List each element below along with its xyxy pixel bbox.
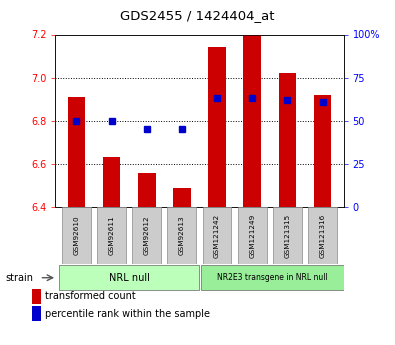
Text: GSM121242: GSM121242 (214, 213, 220, 258)
Text: NRL null: NRL null (109, 273, 150, 283)
FancyBboxPatch shape (97, 207, 126, 264)
Bar (243, 34, 261, 207)
Text: GSM92611: GSM92611 (109, 216, 115, 255)
Text: GSM121249: GSM121249 (249, 213, 255, 258)
FancyBboxPatch shape (238, 207, 267, 264)
Text: transformed count: transformed count (45, 292, 136, 301)
Bar (314, 95, 331, 207)
FancyBboxPatch shape (59, 265, 199, 290)
FancyBboxPatch shape (203, 207, 231, 264)
FancyBboxPatch shape (167, 207, 196, 264)
Bar (278, 73, 296, 207)
Text: GSM92612: GSM92612 (144, 216, 150, 255)
Bar (208, 48, 226, 207)
Text: percentile rank within the sample: percentile rank within the sample (45, 309, 211, 318)
Text: NR2E3 transgene in NRL null: NR2E3 transgene in NRL null (217, 273, 328, 282)
Text: GDS2455 / 1424404_at: GDS2455 / 1424404_at (120, 9, 275, 22)
FancyBboxPatch shape (132, 207, 161, 264)
Bar (68, 97, 85, 207)
FancyBboxPatch shape (201, 265, 344, 290)
Text: GSM92610: GSM92610 (73, 216, 79, 255)
Text: GSM121316: GSM121316 (320, 213, 325, 258)
Bar (173, 188, 191, 207)
Text: GSM121315: GSM121315 (284, 213, 290, 258)
Text: GSM92613: GSM92613 (179, 216, 185, 255)
Bar (103, 157, 120, 207)
Bar (138, 172, 156, 207)
Text: strain: strain (6, 273, 34, 283)
FancyBboxPatch shape (62, 207, 91, 264)
FancyBboxPatch shape (273, 207, 302, 264)
FancyBboxPatch shape (308, 207, 337, 264)
